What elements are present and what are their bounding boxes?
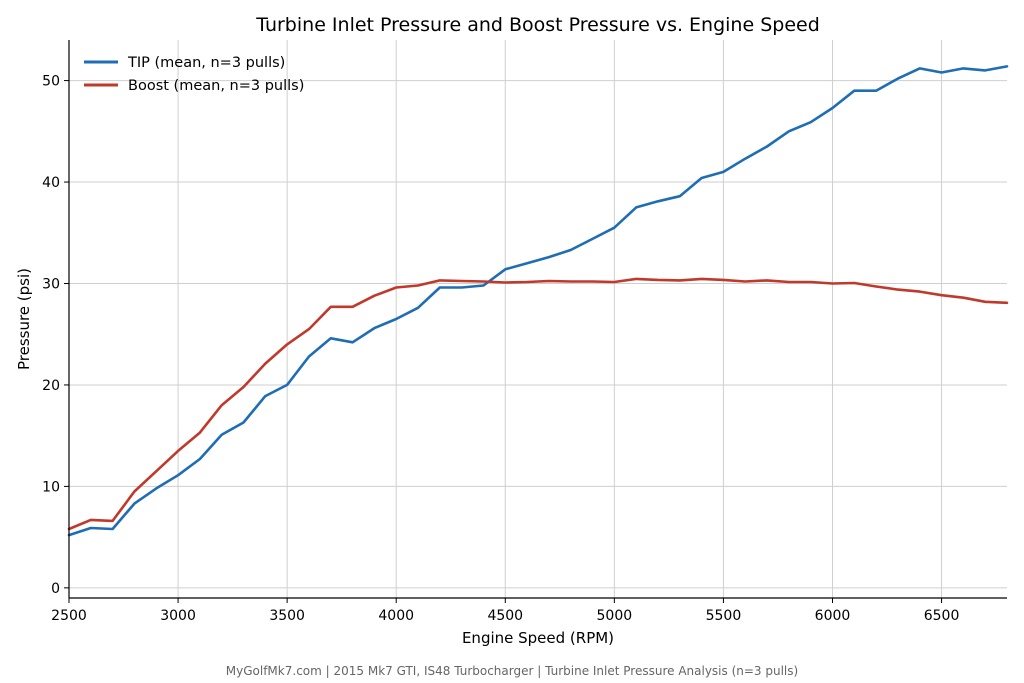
y-tick-label: 0 [51, 581, 60, 597]
grid [68, 40, 1007, 598]
y-tick-label: 50 [42, 74, 60, 90]
x-tick-label: 3000 [160, 608, 196, 624]
series-line-boost [67, 277, 1009, 531]
x-tick-label: 4500 [487, 608, 523, 624]
x-tick-label: 4000 [378, 608, 414, 624]
line-chart: Turbine Inlet Pressure and Boost Pressur… [15, 14, 1009, 647]
series-line-tip [67, 65, 1009, 537]
x-tick-label: 2500 [51, 608, 87, 624]
y-tick-label: 40 [42, 175, 60, 191]
x-tick-label: 5000 [597, 608, 633, 624]
y-axis-title: Pressure (psi) [15, 268, 33, 370]
series-layer [67, 65, 1009, 537]
x-tick-label: 3500 [269, 608, 305, 624]
x-axis-title: Engine Speed (RPM) [462, 629, 614, 647]
ticks: 2500 3000 3500 4000 4500 5000 5500 6000 6500 0 10 2… [42, 74, 959, 624]
legend-label-tip: TIP (mean, n=3 pulls) [127, 55, 285, 71]
chart-title: Turbine Inlet Pressure and Boost Pressur… [255, 14, 820, 36]
x-tick-label: 6000 [815, 608, 851, 624]
x-tick-label: 5500 [706, 608, 742, 624]
legend: TIP (mean, n=3 pulls) Boost (mean, n=3 p… [84, 55, 304, 94]
axes [68, 40, 1007, 599]
x-tick-label: 6500 [924, 608, 960, 624]
y-tick-label: 30 [42, 276, 60, 292]
y-tick-label: 20 [42, 378, 60, 394]
footer-caption: MyGolfMk7.com | 2015 Mk7 GTI, IS48 Turbo… [225, 664, 799, 678]
legend-label-boost: Boost (mean, n=3 pulls) [128, 78, 304, 94]
y-tick-label: 10 [42, 479, 60, 495]
